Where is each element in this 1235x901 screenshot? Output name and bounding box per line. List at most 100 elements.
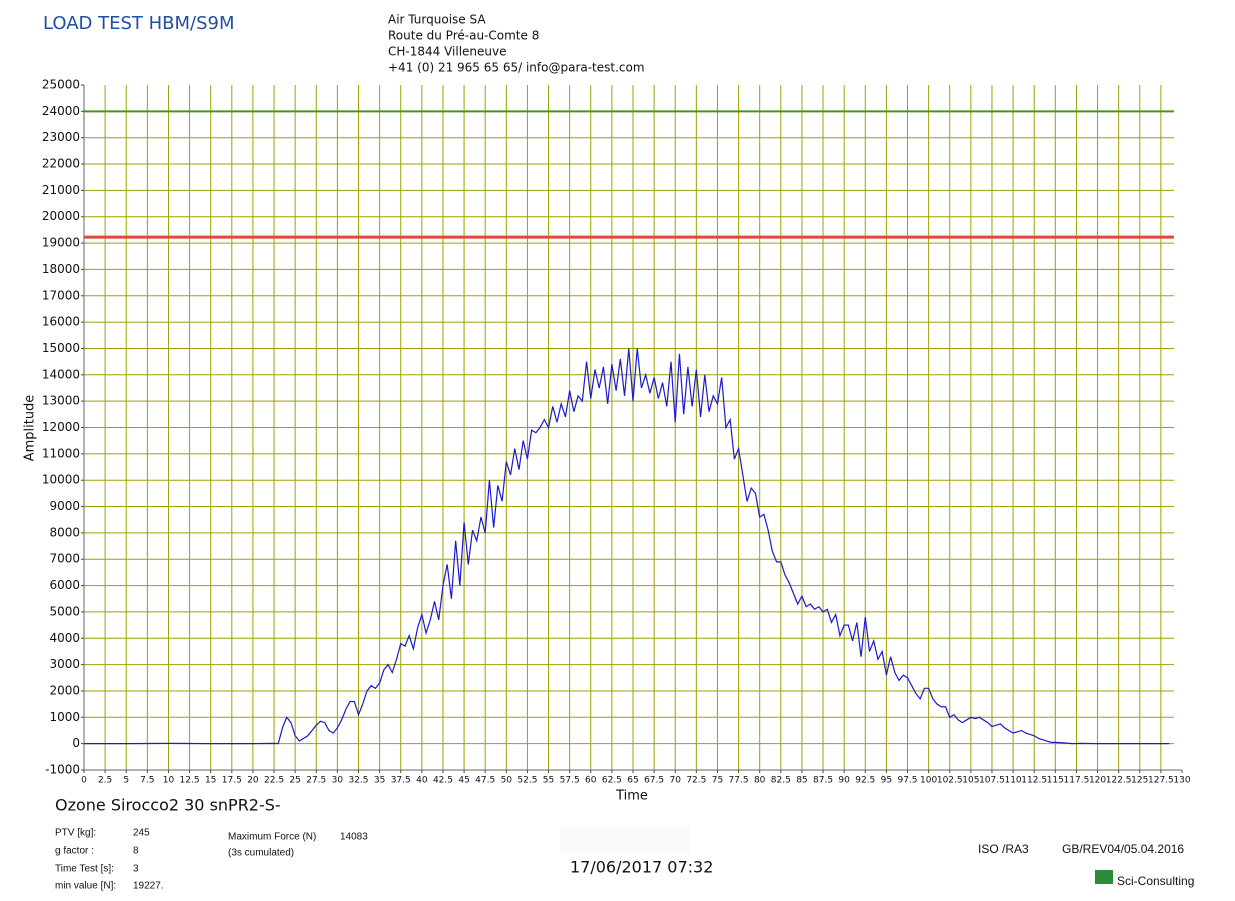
y-tick-label: 4000 (49, 631, 80, 645)
x-tick-label: 60 (585, 776, 597, 786)
field-value: 245 (133, 828, 150, 839)
y-tick-label: 13000 (42, 394, 80, 408)
x-tick-label: 95 (881, 776, 892, 786)
x-tick-label: 92.5 (855, 776, 875, 786)
x-tick-label: 0 (81, 776, 87, 786)
revision: GB/REV04/05.04.2016 (1062, 842, 1184, 856)
x-tick-label: 70 (670, 776, 682, 786)
address-line: Air Turquoise SA (388, 13, 486, 27)
y-tick-label: 19000 (42, 236, 80, 250)
y-tick-label: 16000 (42, 315, 80, 329)
x-tick-label: 52.5 (517, 776, 537, 786)
x-tick-label: 85 (796, 776, 807, 786)
x-tick-label: 72.5 (686, 776, 706, 786)
field-value: 3 (133, 864, 139, 875)
x-tick-label: 7.5 (140, 776, 154, 786)
y-tick-label: 25000 (42, 78, 80, 92)
y-tick-label: 24000 (42, 104, 80, 118)
y-tick-label: 6000 (49, 578, 80, 592)
x-tick-label: 12.5 (180, 776, 200, 786)
x-tick-label: 82.5 (771, 776, 791, 786)
x-tick-label: 47.5 (475, 776, 495, 786)
y-tick-label: 9000 (49, 499, 80, 513)
x-tick-label: 65 (627, 776, 638, 786)
x-tick-label: 62.5 (602, 776, 622, 786)
max-force-value: 14083 (340, 832, 368, 843)
x-tick-label: 37.5 (391, 776, 411, 786)
y-tick-label: 18000 (42, 262, 80, 276)
field-value: 19227. (133, 881, 164, 892)
y-tick-label: 10000 (42, 473, 80, 487)
x-tick-label: 42.5 (433, 776, 453, 786)
x-tick-label: 110 (1004, 776, 1021, 786)
datetime: 17/06/2017 07:32 (570, 858, 713, 877)
x-tick-label: 17.5 (222, 776, 242, 786)
brand-icon (1095, 870, 1113, 884)
x-tick-label: 75 (712, 776, 723, 786)
field-label: min value [N]: (55, 881, 116, 892)
x-tick-label: 57.5 (560, 776, 580, 786)
y-tick-label: 12000 (42, 420, 80, 434)
x-tick-label: 15 (205, 776, 216, 786)
address-line: CH-1844 Villeneuve (388, 45, 507, 59)
x-tick-label: 122.5 (1106, 776, 1132, 786)
x-tick-label: 5 (123, 776, 129, 786)
x-tick-label: 40 (416, 776, 428, 786)
brand: Sci-Consulting (1117, 874, 1194, 888)
y-tick-label: 14000 (42, 367, 80, 381)
y-axis-label: Amplitude (23, 395, 38, 462)
x-tick-label: 2.5 (98, 776, 112, 786)
field-label: Time Test [s]: (55, 864, 114, 875)
y-tick-label: 22000 (42, 157, 80, 171)
y-tick-label: -1000 (45, 763, 80, 777)
y-tick-label: 0 (72, 736, 80, 750)
x-tick-label: 20 (247, 776, 259, 786)
y-tick-label: 5000 (49, 604, 80, 618)
x-tick-label: 67.5 (644, 776, 664, 786)
x-tick-label: 125 (1131, 776, 1148, 786)
title: LOAD TEST HBM/S9M (43, 13, 235, 34)
y-tick-label: 7000 (49, 552, 80, 566)
y-tick-label: 20000 (42, 209, 80, 223)
y-tick-label: 17000 (42, 288, 80, 302)
x-tick-label: 32.5 (348, 776, 368, 786)
x-tick-label: 10 (163, 776, 175, 786)
x-tick-label: 90 (838, 776, 850, 786)
y-tick-label: 23000 (42, 130, 80, 144)
max-force-label: Maximum Force (N) (228, 832, 316, 843)
x-tick-label: 25 (289, 776, 300, 786)
x-tick-label: 50 (501, 776, 513, 786)
address-line: Route du Pré-au-Comte 8 (388, 29, 539, 43)
series-line (84, 348, 1170, 745)
y-tick-label: 1000 (49, 710, 80, 724)
x-tick-label: 105 (962, 776, 979, 786)
x-tick-label: 130 (1173, 776, 1190, 786)
y-tick-label: 21000 (42, 183, 80, 197)
y-tick-label: 3000 (49, 657, 80, 671)
y-tick-label: 15000 (42, 341, 80, 355)
field-label: g factor : (55, 846, 94, 857)
y-tick-label: 8000 (49, 525, 80, 539)
y-tick-label: 11000 (42, 446, 80, 460)
x-tick-label: 97.5 (897, 776, 917, 786)
x-tick-label: 77.5 (729, 776, 749, 786)
field-label: PTV [kg]: (55, 828, 96, 839)
x-tick-label: 55 (543, 776, 554, 786)
x-tick-label: 35 (374, 776, 385, 786)
x-tick-label: 127.5 (1148, 776, 1174, 786)
x-tick-label: 45 (458, 776, 469, 786)
x-tick-label: 100 (920, 776, 937, 786)
x-tick-label: 80 (754, 776, 766, 786)
field-value: 8 (133, 846, 139, 857)
x-tick-label: 107.5 (979, 776, 1005, 786)
address-line: +41 (0) 21 965 65 65/ info@para-test.com (388, 61, 645, 75)
x-tick-label: 102.5 (937, 776, 963, 786)
x-tick-label: 112.5 (1021, 776, 1047, 786)
max-force-note: (3s cumulated) (228, 848, 294, 859)
x-tick-label: 27.5 (306, 776, 326, 786)
x-tick-label: 115 (1047, 776, 1064, 786)
model-name: Ozone Sirocco2 30 snPR2-S- (55, 796, 281, 815)
x-tick-label: 22.5 (264, 776, 284, 786)
